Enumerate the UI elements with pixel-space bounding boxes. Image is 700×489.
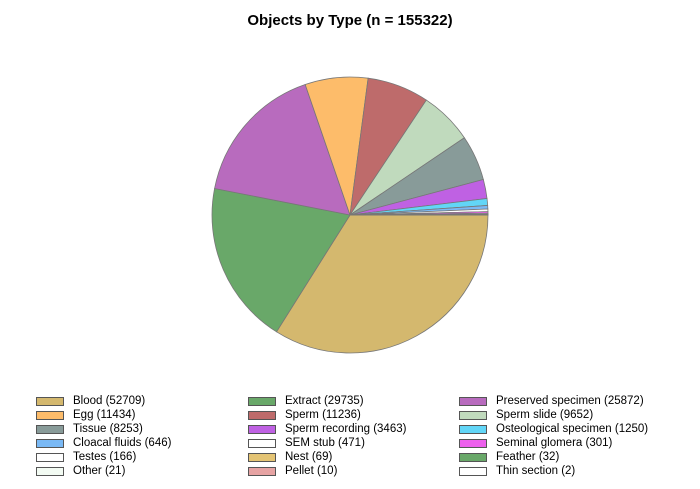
legend-label: Testes (166) (73, 451, 137, 463)
legend-item: Seminal glomera (301) (459, 436, 679, 450)
legend-item: Feather (32) (459, 450, 679, 464)
legend-item: Osteological specimen (1250) (459, 422, 679, 436)
legend-label: Pellet (10) (285, 465, 338, 477)
legend-label: Nest (69) (285, 451, 333, 463)
legend-label: Sperm slide (9652) (496, 409, 594, 421)
legend-label: Sperm recording (3463) (285, 423, 407, 435)
legend-swatch (36, 424, 64, 434)
legend-swatch (36, 452, 64, 462)
legend-label: Seminal glomera (301) (496, 437, 613, 449)
legend-item: Sperm recording (3463) (248, 422, 459, 436)
pie-slices (211, 76, 489, 354)
chart-title: Objects by Type (n = 155322) (247, 12, 453, 29)
legend-swatch (248, 466, 276, 476)
legend-item: Cloacal fluids (646) (36, 436, 248, 450)
legend-swatch (36, 410, 64, 420)
legend-label: Preserved specimen (25872) (496, 395, 644, 407)
pie-slice (211, 188, 351, 333)
legend-swatch (36, 466, 64, 476)
legend-label: Osteological specimen (1250) (496, 423, 649, 435)
legend-label: Cloacal fluids (646) (73, 437, 172, 449)
legend-item: Extract (29735) (248, 394, 459, 408)
legend-item: Preserved specimen (25872) (459, 394, 679, 408)
legend-item: Sperm slide (9652) (459, 408, 679, 422)
legend-swatch (248, 410, 276, 420)
legend-item: Egg (11434) (36, 408, 248, 422)
legend-label: Feather (32) (496, 451, 560, 463)
legend-swatch (36, 438, 64, 448)
legend-label: Egg (11434) (73, 409, 136, 421)
legend-swatch (459, 410, 487, 420)
legend-item: Sperm (11236) (248, 408, 459, 422)
legend-swatch (459, 438, 487, 448)
legend-item: Pellet (10) (248, 464, 459, 478)
legend-swatch (36, 396, 64, 406)
legend-label: SEM stub (471) (285, 437, 365, 449)
legend-swatch (248, 452, 276, 462)
legend: Blood (52709) Extract (29735) Preserved sp… (36, 394, 696, 478)
legend-item: Other (21) (36, 464, 248, 478)
legend-swatch (459, 424, 487, 434)
legend-swatch (459, 466, 487, 476)
legend-label: Tissue (8253) (73, 423, 143, 435)
legend-label: Other (21) (73, 465, 126, 477)
legend-item: Thin section (2) (459, 464, 679, 478)
legend-item: Tissue (8253) (36, 422, 248, 436)
legend-swatch (248, 424, 276, 434)
legend-swatch (248, 438, 276, 448)
pie-slice (275, 214, 489, 354)
legend-label: Thin section (2) (496, 465, 576, 477)
legend-label: Extract (29735) (285, 395, 364, 407)
legend-item: Testes (166) (36, 450, 248, 464)
legend-item: Nest (69) (248, 450, 459, 464)
legend-item: Blood (52709) (36, 394, 248, 408)
legend-label: Sperm (11236) (285, 409, 361, 421)
pie-chart (211, 76, 489, 354)
legend-item: SEM stub (471) (248, 436, 459, 450)
legend-swatch (248, 396, 276, 406)
legend-label: Blood (52709) (73, 395, 146, 407)
legend-swatch (459, 452, 487, 462)
legend-swatch (459, 396, 487, 406)
